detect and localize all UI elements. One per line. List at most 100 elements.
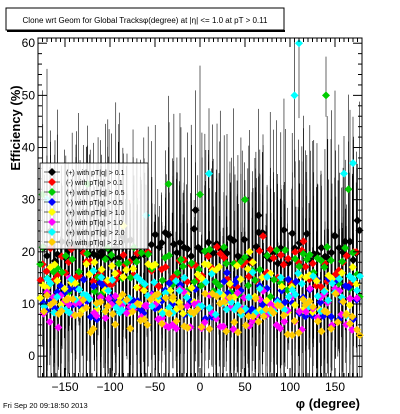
data-point (165, 303, 174, 312)
data-point (225, 279, 234, 288)
legend-marker (48, 168, 56, 176)
data-point (146, 295, 155, 304)
data-point (299, 237, 308, 246)
data-point (263, 251, 272, 260)
data-point (241, 195, 249, 204)
data-point (53, 250, 62, 259)
data-point (317, 243, 326, 252)
data-point (344, 185, 353, 194)
data-point (118, 290, 127, 299)
data-point (353, 216, 362, 225)
data-point (313, 292, 322, 301)
data-point (126, 324, 135, 333)
data-point (291, 254, 300, 263)
x-axis-ticks: −150 −100 −50 0 50 100 150 (42, 38, 358, 394)
data-point (348, 263, 357, 272)
data-point (201, 278, 210, 287)
data-point (60, 284, 69, 293)
data-point (291, 248, 300, 257)
legend-marker (48, 198, 56, 206)
data-point (197, 281, 206, 290)
data-point (348, 325, 357, 334)
data-point (276, 251, 285, 260)
data-point (269, 253, 278, 262)
data-point (90, 287, 99, 296)
data-point (295, 262, 304, 271)
data-point (349, 159, 357, 168)
data-point (157, 238, 166, 247)
data-point (230, 318, 239, 327)
data-point (342, 251, 351, 260)
data-point (161, 263, 170, 272)
data-point (340, 169, 348, 178)
data-point (63, 295, 72, 304)
data-point (180, 273, 189, 282)
data-point (193, 305, 202, 314)
data-point (333, 318, 342, 327)
data-point (279, 226, 288, 235)
data-point (353, 294, 362, 303)
data-point (348, 312, 357, 321)
data-point (151, 230, 160, 239)
title-box-shadow (7, 30, 285, 32)
x-axis-title: φ (degree) (296, 396, 360, 411)
data-point (161, 289, 170, 298)
data-point (353, 286, 362, 295)
data-point (176, 302, 185, 311)
legend-label: (+) with pT|q| > 1.0 (66, 210, 125, 217)
data-point (161, 253, 170, 262)
data-point (288, 331, 297, 340)
legend-label: (-) with pT|q| > 0.1 (66, 180, 123, 187)
legend-marker (48, 238, 56, 246)
data-point (240, 235, 249, 244)
data-point (248, 258, 257, 267)
data-point (165, 309, 174, 318)
data-point (103, 276, 112, 285)
data-point (164, 230, 173, 239)
data-point (251, 276, 260, 285)
data-point (143, 301, 152, 310)
data-point (151, 260, 160, 269)
data-point (261, 305, 270, 314)
data-point (355, 226, 364, 235)
data-point (273, 259, 282, 268)
data-point (153, 289, 162, 298)
data-point (324, 296, 333, 305)
x-tick-label: 100 (280, 380, 300, 394)
data-point (107, 261, 116, 270)
data-point (258, 273, 267, 282)
data-point (245, 247, 254, 256)
data-point (83, 249, 92, 258)
data-point (140, 280, 149, 289)
data-point (201, 289, 210, 298)
data-point (96, 293, 105, 302)
data-point (213, 242, 222, 251)
data-point (337, 268, 346, 277)
data-point (308, 302, 317, 311)
legend-label: (-) with pT|q| > 0.5 (66, 200, 123, 207)
data-point (259, 232, 267, 241)
data-point (122, 295, 131, 304)
legend-marker (48, 218, 56, 226)
data-point (74, 267, 83, 276)
data-point (161, 293, 170, 302)
data-point (328, 279, 337, 288)
data-point (187, 283, 196, 292)
data-point (191, 206, 200, 215)
data-point (179, 262, 188, 271)
y-tick-label: 0 (28, 349, 35, 363)
data-point (294, 328, 303, 337)
data-point (82, 303, 91, 312)
legend-label: (+) with pT|q| > 0.1 (66, 170, 125, 177)
data-point (133, 299, 142, 308)
data-point (222, 327, 231, 336)
data-point (175, 286, 184, 295)
data-point (276, 302, 285, 311)
data-point (89, 277, 98, 286)
data-point (54, 323, 63, 332)
data-point (107, 251, 116, 260)
data-point (65, 285, 74, 294)
data-point (215, 262, 224, 271)
data-point (103, 302, 112, 311)
data-point (305, 250, 314, 259)
